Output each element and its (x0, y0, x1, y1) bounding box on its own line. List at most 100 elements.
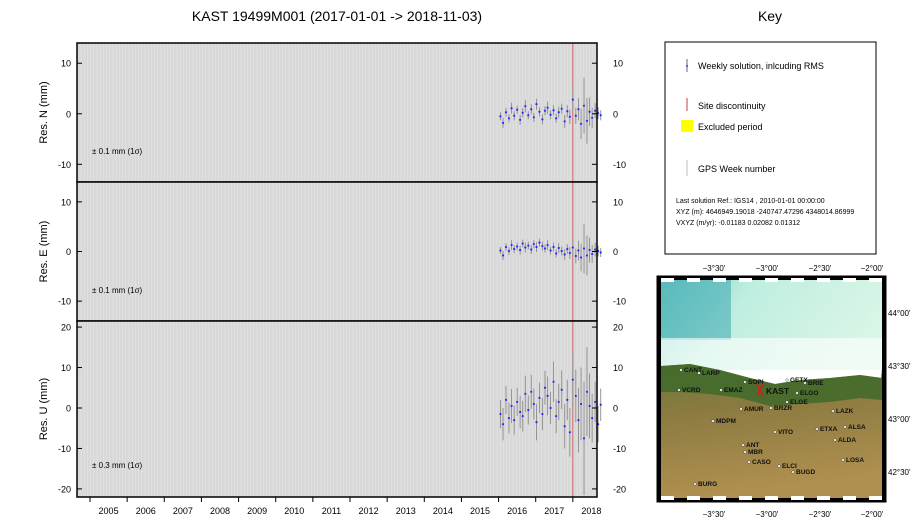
weekly-solution-point (510, 404, 513, 408)
weekly-solution-point (546, 243, 549, 247)
weekly-solution-point (541, 412, 544, 416)
weekly-solution-point (530, 248, 533, 251)
y-tick-label-left: 10 (61, 59, 71, 69)
weekly-solution-point (566, 110, 569, 113)
map-lon-tick-bottom: −2°00' (861, 510, 884, 519)
weekly-solution-point (560, 107, 563, 110)
key-box (664, 41, 877, 255)
weekly-solution-point (507, 417, 511, 420)
x-tick-label: 2012 (359, 506, 379, 516)
weekly-solution-point (579, 402, 583, 406)
weekly-solution-point (513, 247, 516, 251)
map-station-label: MBR (748, 449, 763, 456)
key-title: Key (758, 8, 782, 24)
y-axis-label: Res. N (mm) (38, 81, 50, 143)
map-station-marker (743, 450, 747, 454)
y-tick-label-right: -20 (613, 484, 626, 494)
x-tick-label: 2014 (433, 506, 453, 516)
map-station-marker (833, 438, 837, 442)
map-station-marker (777, 464, 781, 468)
weekly-solution-point (577, 249, 580, 252)
weekly-solution-point (546, 394, 549, 397)
weekly-solution-point (552, 380, 555, 383)
weekly-solution-point (594, 109, 597, 112)
weekly-solution-point (591, 252, 594, 256)
key-gps-week-label: GPS Week number (698, 164, 775, 174)
weekly-solution-point (543, 109, 547, 112)
map-station-marker (803, 381, 807, 385)
weekly-solution-point (571, 98, 574, 101)
y-tick-label-right: -10 (613, 297, 626, 307)
map-station-label: MDPM (716, 418, 736, 425)
x-tick-label: 2007 (173, 506, 193, 516)
map-station-label: BUGD (796, 469, 815, 476)
map-lon-tick-top: −3°00' (756, 264, 779, 273)
chart-title: KAST 19499M001 (2017-01-01 -> 2018-11-03… (192, 8, 482, 24)
map-station-label: BRIE (808, 380, 824, 387)
weekly-solution-point (549, 249, 552, 252)
map-station-label: ALDA (838, 437, 856, 444)
map-frame-tick (843, 278, 856, 282)
map-lat-tick: 43°00' (888, 415, 911, 424)
map-frame-tick (869, 496, 882, 500)
map-station-label: LARP (702, 370, 720, 377)
weekly-solution-point (557, 111, 560, 114)
weekly-solution-point (585, 390, 589, 393)
map-station-label: AMUR (744, 406, 764, 413)
map-station-marker (719, 388, 723, 392)
weekly-solution-point (560, 388, 563, 391)
y-tick-label-right: 0 (613, 109, 618, 119)
map-station-marker (841, 458, 845, 462)
weekly-solution-point (577, 419, 580, 422)
weekly-solution-point (499, 249, 502, 252)
weekly-solution-point (530, 390, 533, 393)
weekly-solution-point (538, 110, 541, 113)
y-tick-label-right: -10 (613, 444, 626, 454)
y-tick-label-left: -10 (58, 297, 71, 307)
weekly-solution-point (524, 246, 527, 249)
panel-3: -20 -20 -10 -10 0 0 10 10 20 20 Res. U (mm) ± 0.3 m… (38, 320, 626, 498)
map-station-label: ALSA (848, 424, 866, 431)
map-lon-tick-bottom: −3°00' (756, 510, 779, 519)
y-axis-label: Res. U (mm) (38, 378, 50, 440)
weekly-solution-point (527, 244, 530, 247)
weekly-solution-point (588, 248, 591, 252)
key-weekly-solution: Weekly solution, inlcuding RMS (686, 59, 824, 72)
map-frame-tick (765, 496, 778, 500)
map-station-marker (791, 470, 795, 474)
weekly-solution-point (535, 421, 538, 424)
weekly-solution-point (516, 245, 519, 248)
weekly-solution-point (594, 400, 597, 404)
weekly-solution-point (519, 118, 522, 121)
map-station-label: ANT (746, 442, 759, 449)
x-tick-label: 2015 (470, 506, 490, 516)
x-tick-label: 2016 (507, 506, 527, 516)
weekly-solution-point (543, 386, 547, 389)
x-tick-label: 2011 (322, 506, 341, 516)
weekly-solution-point (571, 378, 574, 381)
map-station-label: VCRD (682, 387, 701, 394)
x-tick-label: 2017 (544, 506, 564, 516)
weekly-solution-point (557, 400, 560, 404)
map-station-marker (677, 388, 681, 392)
map-axis-ticks: −3°30' −3°30' −3°00' −3°00' −2°30' −2°30' −2°0… (661, 264, 911, 519)
weekly-solution-point (574, 114, 577, 117)
weekly-solution-point (571, 246, 574, 249)
weekly-solution-point (591, 417, 594, 420)
map-lat-tick: 42°30' (888, 468, 911, 477)
weekly-solution-point (574, 254, 577, 258)
sigma-annotation: ± 0.1 mm (1σ) (92, 147, 143, 156)
key-excluded-period: Excluded period (681, 120, 763, 132)
map-target-marker (756, 383, 764, 397)
weekly-solution-point (563, 425, 566, 428)
weekly-solution-point (504, 398, 508, 401)
weekly-solution-point (552, 109, 555, 112)
station-map: −3°30' −3°30' −3°00' −3°00' −2°30' −2°30' −2°0… (656, 264, 911, 519)
map-frame-tick (687, 278, 700, 282)
y-tick-label-right: 10 (613, 197, 623, 207)
map-frame-tick (817, 278, 830, 282)
weekly-solution-point (585, 119, 589, 122)
weekly-solution-point (504, 245, 508, 249)
weekly-solution-point (516, 400, 519, 404)
